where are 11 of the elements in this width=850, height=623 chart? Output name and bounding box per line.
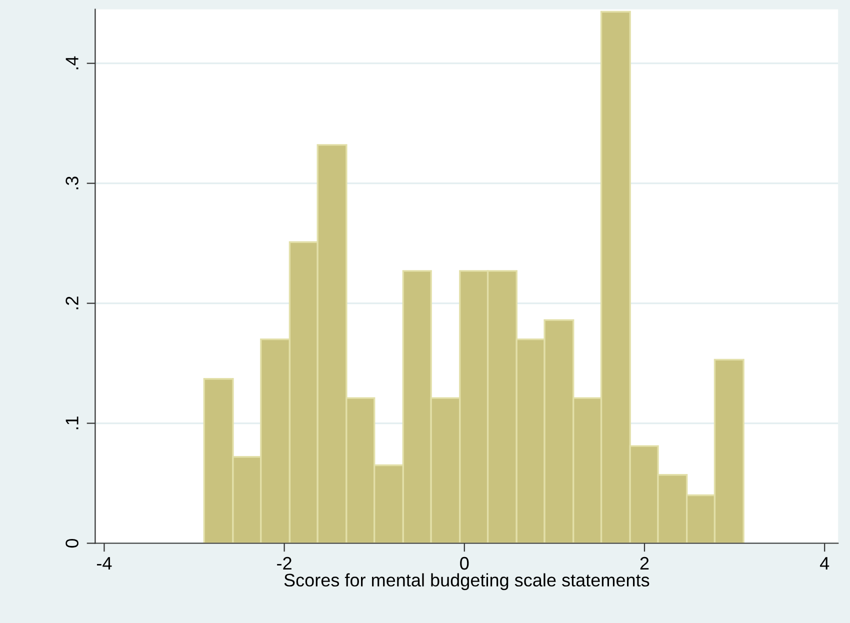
y-tick-label: .2 (66, 296, 78, 310)
x-tick-label: -2 (277, 556, 292, 570)
y-tick-label: .4 (66, 56, 78, 70)
x-axis-title: Scores for mental budgeting scale statements (284, 573, 650, 590)
x-tick-label: 4 (820, 557, 830, 570)
x-tick-label: -4 (96, 557, 112, 570)
x-tick-label: 0 (460, 556, 469, 570)
x-tick-label: 2 (640, 556, 649, 570)
y-tick-label: .3 (66, 176, 78, 190)
y-tick-label: 0 (66, 538, 78, 548)
y-tick-label: .1 (66, 416, 78, 430)
